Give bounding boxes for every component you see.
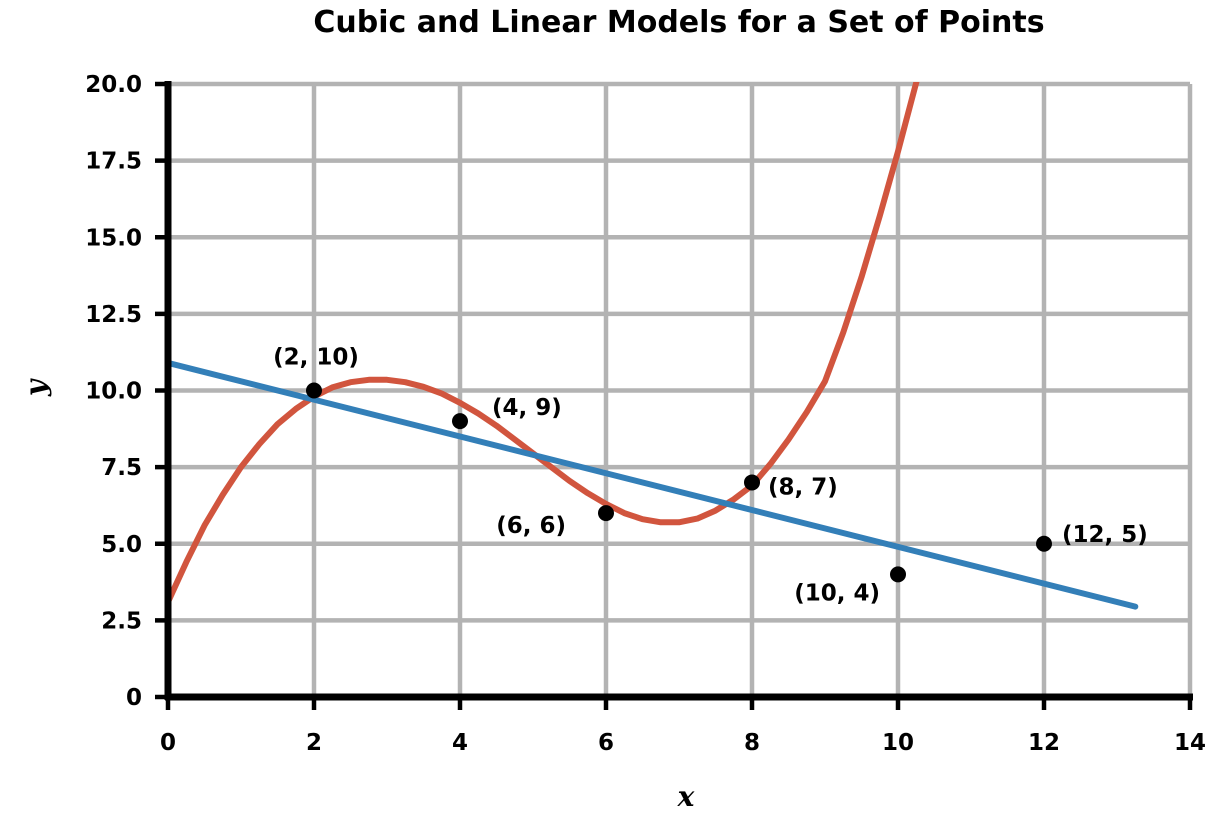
series-group	[168, 82, 1139, 610]
x-tick-label: 12	[1028, 730, 1060, 756]
x-tick-label: 0	[160, 730, 176, 756]
data-point	[1036, 535, 1052, 552]
x-tick-label: 4	[452, 730, 468, 756]
data-point	[598, 505, 614, 522]
y-tick-label: 12.5	[85, 302, 142, 328]
data-point	[306, 382, 322, 399]
linear-model-line	[168, 359, 1139, 610]
y-tick-label: 15.0	[85, 225, 142, 251]
x-axis-label: x	[677, 780, 695, 813]
x-tick-label: 14	[1174, 730, 1206, 756]
x-tick-label: 10	[882, 730, 914, 756]
x-tick-label: 2	[306, 730, 322, 756]
x-tick-label: 6	[598, 730, 614, 756]
y-tick-label: 17.5	[85, 149, 142, 175]
data-point	[744, 474, 760, 491]
point-label: (2, 10)	[273, 345, 359, 371]
x-tick-label: 8	[744, 730, 760, 756]
point-label: (10, 4)	[794, 580, 880, 606]
y-tick-label: 2.5	[101, 608, 142, 634]
point-label: (6, 6)	[496, 513, 566, 539]
data-point	[452, 413, 468, 430]
data-point	[890, 566, 906, 583]
y-axis-label: y	[19, 379, 53, 397]
chart-title: Cubic and Linear Models for a Set of Poi…	[313, 5, 1045, 40]
point-label: (4, 9)	[492, 395, 562, 421]
point-label: (12, 5)	[1062, 522, 1148, 548]
point-label: (8, 7)	[768, 474, 838, 500]
y-tick-label: 7.5	[101, 455, 142, 481]
y-tick-label: 0	[126, 685, 142, 711]
y-tick-label: 5.0	[101, 532, 142, 558]
y-tick-label: 20.0	[85, 72, 142, 98]
y-tick-label: 10.0	[85, 379, 142, 405]
